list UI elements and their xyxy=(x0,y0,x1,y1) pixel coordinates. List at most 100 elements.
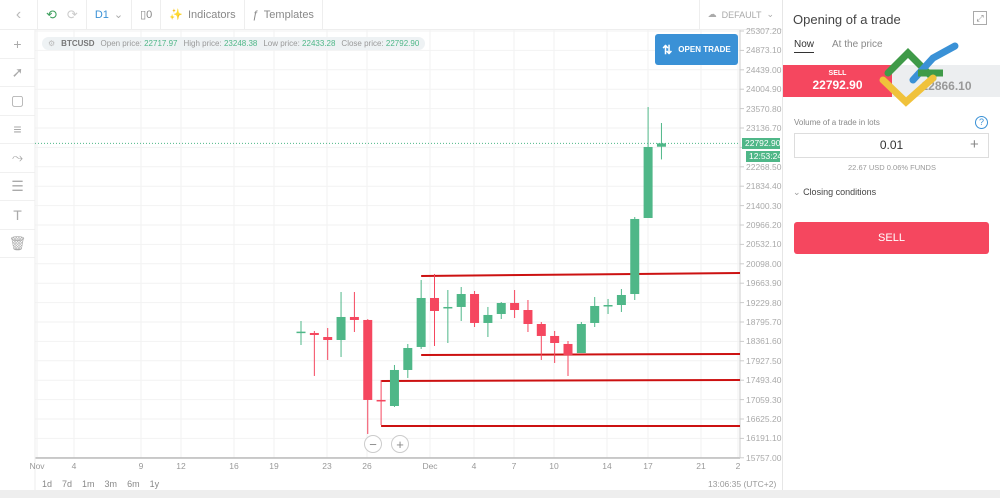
sell-price: 22792.90 xyxy=(812,78,863,92)
open-trade-label: OPEN TRADE xyxy=(678,45,731,54)
y-tick-label: 16191.10 xyxy=(746,433,782,444)
x-tick-label: 14 xyxy=(602,461,612,471)
range-selector: 1d 7d 1m 3m 6m 1y xyxy=(42,479,159,489)
closing-conditions-toggle[interactable]: ⌄ Closing conditions xyxy=(793,187,876,198)
settings-icon[interactable]: ⚙ xyxy=(48,39,56,48)
y-tick-label: 25307.20 xyxy=(746,26,782,36)
high-value: 23248.38 xyxy=(223,39,258,48)
y-tick-label: 20098.00 xyxy=(746,258,782,269)
x-tick-label: Dec xyxy=(422,461,438,471)
tab-now[interactable]: Now xyxy=(794,39,815,53)
candle-body xyxy=(576,323,586,354)
funds-info: 22.67 USD 0.06% FUNDS xyxy=(848,163,936,172)
arrows-updown-icon: ⇅ xyxy=(662,42,673,57)
candle-body xyxy=(376,399,386,402)
candle-body xyxy=(510,302,520,311)
open-value: 22717.97 xyxy=(144,39,178,48)
trendline-icon[interactable]: ➚ xyxy=(0,59,35,87)
buy-price: 22866.10 xyxy=(921,79,972,93)
range-3m[interactable]: 3m xyxy=(104,479,118,489)
chevron-down-icon: ⌄ xyxy=(793,187,801,197)
candle-body xyxy=(550,335,560,343)
x-tick-label: 9 xyxy=(138,461,144,471)
open-label: Open price: xyxy=(100,39,142,48)
buy-price-box[interactable]: 22866.10 xyxy=(892,65,1000,97)
sell-button-label: SELL xyxy=(878,232,905,244)
candle-body xyxy=(430,297,439,311)
sell-label: SELL xyxy=(828,70,847,77)
candle-body xyxy=(403,347,413,370)
chart-type-button[interactable]: ▯0 xyxy=(132,0,162,30)
candle-body xyxy=(656,143,666,147)
x-tick-label: 12 xyxy=(176,461,186,471)
chevron-down-icon: ⌄ xyxy=(766,9,774,19)
help-icon[interactable]: ? xyxy=(975,116,988,129)
indicators-icon: ✨ xyxy=(169,9,183,21)
templates-button[interactable]: ƒ Templates xyxy=(245,0,323,30)
x-tick-label: 26 xyxy=(362,461,372,471)
x-tick-label: 16 xyxy=(229,461,239,471)
indicators-label: Indicators xyxy=(187,8,236,21)
open-trade-button[interactable]: ⇅ OPEN TRADE xyxy=(655,34,738,65)
templates-label: Templates xyxy=(263,8,314,21)
expand-icon[interactable]: ⤢ xyxy=(973,11,987,25)
trash-icon[interactable]: 🗑 xyxy=(0,230,35,258)
crosshair-icon[interactable]: + xyxy=(0,30,35,59)
plus-icon[interactable]: + xyxy=(970,136,979,153)
high-label: High price: xyxy=(183,39,222,48)
text-icon[interactable]: T xyxy=(0,201,35,230)
y-tick-label: 23570.80 xyxy=(746,103,782,114)
y-tick-label: 17493.40 xyxy=(746,375,782,386)
sell-price-box[interactable]: SELL 22792.90 xyxy=(783,65,892,97)
fib-levels-icon[interactable]: ☰ xyxy=(0,173,35,201)
indicators-button[interactable]: ✨ Indicators xyxy=(161,0,245,30)
layout-select[interactable]: ☁ DEFAULT ⌄ xyxy=(698,0,782,30)
sell-button[interactable]: SELL xyxy=(794,222,989,254)
range-7d[interactable]: 7d xyxy=(62,479,73,489)
watermark-logo xyxy=(879,42,959,107)
y-tick-label: 24439.00 xyxy=(746,64,782,75)
drawing-toolbar: + ➚ ▢ ≡ ⤳ ☰ T 🗑 xyxy=(0,30,35,260)
zoom-out-button[interactable]: − xyxy=(364,435,382,453)
x-tick-label: 19 xyxy=(269,461,279,471)
price-chart[interactable] xyxy=(0,0,782,490)
candle-body xyxy=(603,305,613,307)
candle-body xyxy=(336,316,346,340)
y-tick-label: 16625.20 xyxy=(746,414,782,424)
candle-body xyxy=(523,310,533,324)
low-value: 22433.28 xyxy=(302,39,336,48)
candle-body xyxy=(296,331,306,334)
zoom-in-button[interactable]: + xyxy=(391,435,409,453)
tab-at-the-price[interactable]: At the price xyxy=(832,39,883,50)
x-tick-label: 4 xyxy=(471,461,477,471)
range-1d[interactable]: 1d xyxy=(42,479,53,489)
fibonacci-fan-icon[interactable]: ⤳ xyxy=(0,144,35,173)
y-tick-label: 18795.70 xyxy=(746,317,782,327)
candle-icon: ▯0 xyxy=(140,9,153,21)
x-tick-label: 2 xyxy=(735,461,741,471)
range-1m[interactable]: 1m xyxy=(82,479,95,489)
chevron-down-icon: ⌄ xyxy=(113,9,124,21)
range-1y[interactable]: 1y xyxy=(149,479,160,489)
y-tick-label: 17059.30 xyxy=(746,394,782,405)
range-6m[interactable]: 6m xyxy=(127,479,140,489)
rectangle-icon[interactable]: ▢ xyxy=(0,87,35,116)
timeframe-select[interactable]: D1 ⌄ xyxy=(87,0,133,30)
back-button[interactable]: ‹ xyxy=(0,0,38,30)
channel-icon[interactable]: ≡ xyxy=(0,116,35,144)
candle-body xyxy=(443,306,453,309)
y-tick-label: 15757.00 xyxy=(746,452,782,463)
volume-label: Volume of a trade in lots xyxy=(794,118,880,127)
undo-icon[interactable]: ⟲ xyxy=(46,6,57,22)
redo-icon[interactable]: ⟳ xyxy=(66,6,78,22)
volume-input[interactable]: 0.01 xyxy=(794,133,989,158)
candle-body xyxy=(309,332,319,335)
panel-title: Opening of a trade xyxy=(793,12,901,27)
top-toolbar: ‹ ⟲ ⟳ D1 ⌄ ▯0 ✨ Indicators ƒ Templates ☁ DEF… xyxy=(0,0,782,30)
x-tick-label: 10 xyxy=(549,461,559,471)
trade-panel: Opening of a trade ⤢ Now At the price SE… xyxy=(782,0,1000,490)
candle-body xyxy=(363,319,373,400)
y-tick-label: 22268.50 xyxy=(746,161,782,172)
candle-body xyxy=(483,314,493,323)
candle-body xyxy=(536,323,546,336)
